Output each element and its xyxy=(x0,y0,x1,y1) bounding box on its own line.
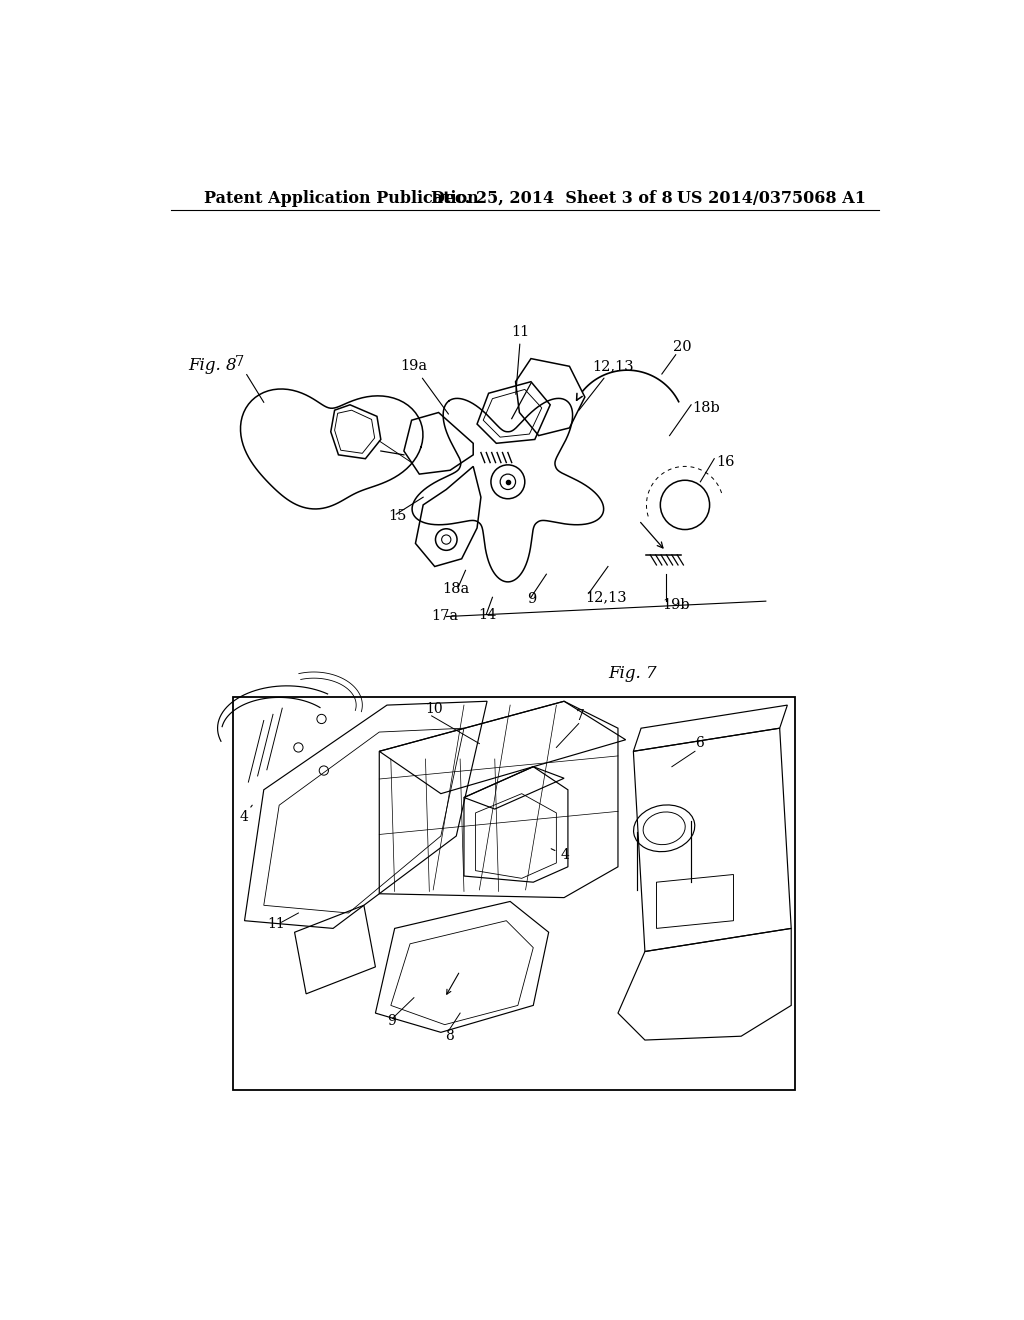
Text: 4: 4 xyxy=(551,849,569,862)
Text: 12,13: 12,13 xyxy=(585,590,627,605)
Text: 11: 11 xyxy=(267,917,286,932)
Text: 16: 16 xyxy=(716,455,734,470)
Text: 8: 8 xyxy=(444,1030,454,1043)
Text: 15: 15 xyxy=(388,510,407,523)
Bar xyxy=(233,697,795,1090)
Text: 9: 9 xyxy=(387,1014,395,1028)
Text: 12,13: 12,13 xyxy=(579,359,634,411)
Text: 18b: 18b xyxy=(692,401,721,416)
Text: 11: 11 xyxy=(512,325,530,395)
Text: 7: 7 xyxy=(575,710,585,723)
Text: Dec. 25, 2014  Sheet 3 of 8: Dec. 25, 2014 Sheet 3 of 8 xyxy=(431,190,673,207)
Text: 19a: 19a xyxy=(400,359,449,414)
Text: 10: 10 xyxy=(425,702,443,715)
Text: 7: 7 xyxy=(234,355,264,403)
Text: Patent Application Publication: Patent Application Publication xyxy=(204,190,478,207)
Text: 14: 14 xyxy=(478,609,497,622)
Text: 6: 6 xyxy=(695,737,703,751)
Text: 17a: 17a xyxy=(431,610,458,623)
Text: US 2014/0375068 A1: US 2014/0375068 A1 xyxy=(677,190,866,207)
Text: Fig. 7: Fig. 7 xyxy=(608,665,656,682)
Text: 4: 4 xyxy=(240,805,252,824)
Text: 9: 9 xyxy=(527,593,537,606)
Text: 19b: 19b xyxy=(662,598,689,612)
Text: Fig. 8: Fig. 8 xyxy=(188,358,237,374)
Text: 20: 20 xyxy=(674,341,692,354)
Text: 18a: 18a xyxy=(442,582,470,597)
